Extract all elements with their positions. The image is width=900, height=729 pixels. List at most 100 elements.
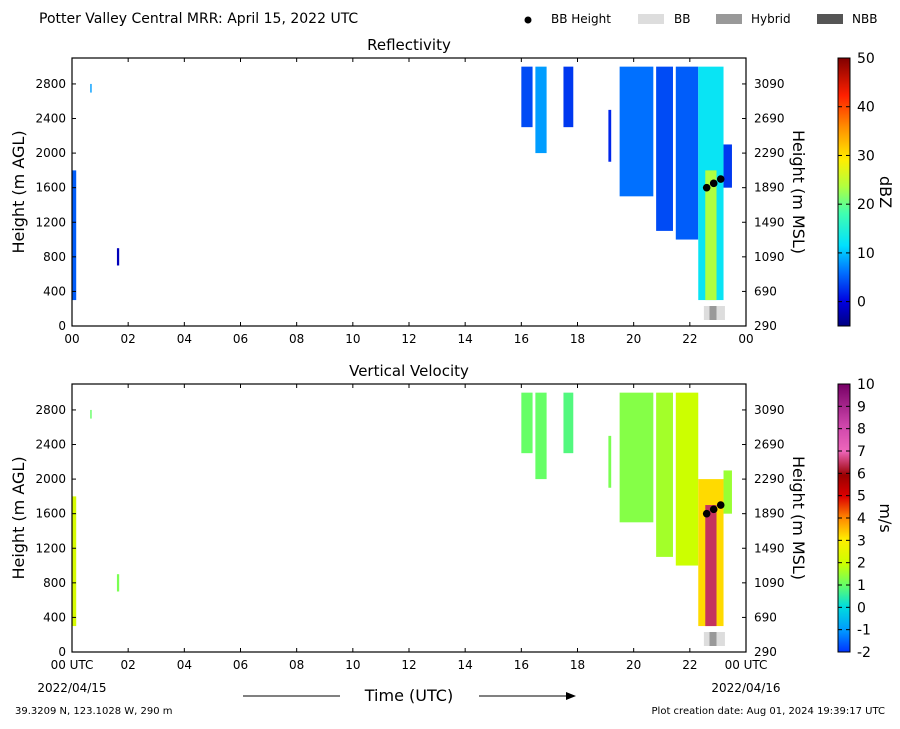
start-date-label: 2022/04/15: [37, 681, 106, 695]
plot-creation-date: Plot creation date: Aug 01, 2024 19:39:1…: [652, 706, 885, 717]
bb-height-legend-label: BB Height: [551, 12, 611, 26]
echo-region-11: [705, 170, 717, 301]
velocity-colorbar-ticks: -2 -1 0 1 2 3 4 5 6 7 8 9 10: [838, 377, 875, 661]
bb-type-bar-1: [709, 306, 717, 320]
echo-region-7: [619, 66, 654, 197]
echo-region-0: [72, 170, 77, 301]
bb-height-point-1: [709, 179, 718, 188]
colorbar-tick-label-7: 5: [857, 489, 866, 505]
velocity-title: Vertical Velocity: [349, 362, 469, 380]
colorbar-tick-label-3: 30: [857, 148, 875, 164]
bb-height-point-0: [702, 509, 711, 518]
velocity-colorbar-label: m/s: [876, 503, 895, 532]
colorbar-tick-label-0: 0: [857, 295, 866, 311]
y-tick-label-7: 2800: [35, 403, 66, 417]
x-tick-label-2: 04: [177, 658, 192, 672]
y-tick-label-1: 400: [43, 284, 66, 298]
x-tick-label-10: 20: [626, 658, 641, 672]
x-tick-label-12: 00: [738, 332, 753, 346]
echo-region-7: [619, 392, 654, 523]
bb-type-bar-2: [716, 632, 725, 646]
x-tick-label-4: 08: [289, 332, 304, 346]
y-tick-label-right-4: 1890: [754, 507, 785, 521]
colorbar-tick-label-9: 7: [857, 444, 866, 460]
x-tick-label-9: 18: [570, 332, 585, 346]
reflectivity-colorbar-label: dBZ: [876, 176, 895, 208]
y-tick-label-right-0: 290: [754, 319, 777, 333]
x-tick-label-10: 20: [626, 332, 641, 346]
echo-region-12: [723, 470, 732, 514]
echo-region-11: [705, 505, 717, 627]
x-tick-label-2: 04: [177, 332, 192, 346]
colorbar-tick-label-2: 20: [857, 197, 875, 213]
colorbar-tick-label-10: 8: [857, 422, 866, 438]
velocity-ylabel-right: Height (m MSL): [789, 456, 808, 580]
y-tick-label-right-3: 1490: [754, 215, 785, 229]
x-tick-label-5: 10: [345, 658, 360, 672]
bb-height-point-0: [702, 183, 711, 192]
echo-region-0: [72, 496, 77, 627]
y-tick-label-0: 0: [58, 645, 66, 659]
y-tick-label-3: 1200: [35, 215, 66, 229]
colorbar-tick-label-11: 9: [857, 399, 866, 415]
bb-legend-swatch: [638, 14, 664, 24]
x-tick-label-8: 16: [514, 332, 529, 346]
station-location: 39.3209 N, 123.1028 W, 290 m: [15, 706, 173, 717]
y-tick-label-right-4: 1890: [754, 181, 785, 195]
colorbar-tick-label-0: -2: [857, 645, 871, 661]
echo-region-8: [656, 66, 673, 231]
bb-height-legend-marker: [524, 16, 532, 24]
reflectivity-echoes: [72, 66, 732, 320]
xlabel-arrow-head: [566, 692, 576, 700]
echo-region-4: [535, 66, 547, 154]
colorbar-tick-label-4: 2: [857, 556, 866, 572]
echo-region-3: [521, 392, 533, 454]
y-tick-label-6: 2400: [35, 112, 66, 126]
bb-type-bar-0: [703, 306, 710, 320]
type-legend: BB Height BB Hybrid NBB: [524, 12, 877, 26]
echo-region-5: [563, 392, 574, 454]
x-tick-label-3: 06: [233, 658, 248, 672]
y-tick-label-5: 2000: [35, 146, 66, 160]
reflectivity-ylabel-right: Height (m MSL): [789, 130, 808, 254]
echo-region-2: [116, 248, 120, 266]
x-tick-label-6: 12: [401, 332, 416, 346]
echo-region-1: [90, 83, 92, 93]
y-tick-label-7: 2800: [35, 77, 66, 91]
x-tick-label-7: 14: [458, 658, 473, 672]
y-tick-label-4: 1600: [35, 181, 66, 195]
bb-type-bar-1: [709, 632, 717, 646]
y-tick-label-right-5: 2290: [754, 472, 785, 486]
colorbar-tick-label-1: -1: [857, 623, 871, 639]
colorbar-tick-label-1: 10: [857, 246, 875, 262]
y-tick-label-right-7: 3090: [754, 77, 785, 91]
y-tick-label-right-3: 1490: [754, 541, 785, 555]
echo-region-2: [116, 574, 120, 592]
bb-height-point-2: [716, 501, 725, 509]
hybrid-legend-label: Hybrid: [751, 12, 791, 26]
reflectivity-panel: Reflectivity 00 02 04 06 08 10 12 14 16 18 20 22 000…: [9, 36, 895, 346]
colorbar-tick-label-5: 50: [857, 51, 875, 67]
colorbar-tick-label-8: 6: [857, 466, 866, 482]
reflectivity-ylabel-left: Height (m AGL): [9, 130, 28, 253]
bb-height-point-2: [716, 175, 725, 183]
x-tick-label-0: 00 UTC: [51, 658, 94, 672]
colorbar-tick-label-12: 10: [857, 377, 875, 393]
x-tick-label-3: 06: [233, 332, 248, 346]
y-tick-label-right-7: 3090: [754, 403, 785, 417]
bb-type-bar-2: [716, 306, 725, 320]
colorbar-tick-label-6: 4: [857, 511, 866, 527]
echo-region-5: [563, 66, 574, 128]
y-tick-label-right-2: 1090: [754, 576, 785, 590]
x-tick-label-9: 18: [570, 658, 585, 672]
echo-region-9: [675, 66, 699, 240]
colorbar-tick-label-3: 1: [857, 578, 866, 594]
hybrid-legend-swatch: [716, 14, 742, 24]
echo-region-6: [608, 109, 612, 162]
y-tick-label-4: 1600: [35, 507, 66, 521]
bb-legend-label: BB: [674, 12, 690, 26]
echo-region-8: [656, 392, 673, 557]
